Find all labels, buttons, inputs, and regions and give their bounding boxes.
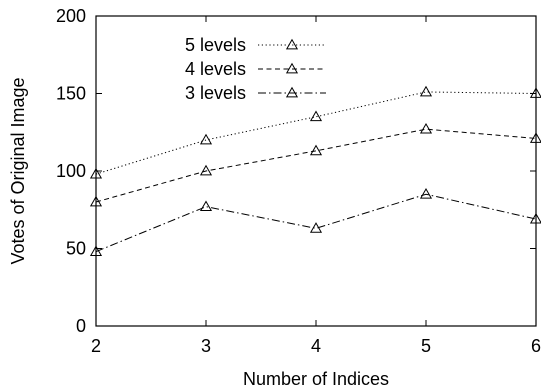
legend: 5 levels 4 levels 3 levels <box>185 35 326 103</box>
legend-marker-4-levels <box>285 62 299 74</box>
data-point-5-levels <box>419 85 433 97</box>
series-3-levels <box>89 188 541 256</box>
data-point-5-levels <box>199 133 213 145</box>
data-point-4-levels <box>199 164 213 176</box>
ticks-layer: 2 3 4 5 6 0 50 100 150 200 <box>56 6 541 356</box>
data-point-4-levels <box>309 144 323 156</box>
x-tick-label: 2 <box>91 336 101 356</box>
plot-frame <box>95 15 537 327</box>
y-tick-label: 100 <box>56 161 86 181</box>
x-tick-label: 5 <box>421 336 431 356</box>
x-tick-label: 6 <box>531 336 541 356</box>
legend-label-3-levels: 3 levels <box>185 83 246 103</box>
y-axis-title: Votes of Original Image <box>8 77 28 264</box>
y-tick-label: 50 <box>66 239 86 259</box>
series-4-levels <box>89 122 541 207</box>
series-line-5-levels <box>95 91 537 175</box>
data-point-3-levels <box>199 200 213 212</box>
legend-marker-5-levels <box>285 38 299 50</box>
legend-label-4-levels: 4 levels <box>185 59 246 79</box>
legend-label-5-levels: 5 levels <box>185 35 246 55</box>
series-layer <box>89 85 541 256</box>
series-line-3-levels <box>95 193 537 253</box>
y-tick-label: 0 <box>76 316 86 336</box>
data-point-4-levels <box>419 122 433 134</box>
series-line-4-levels <box>95 128 537 203</box>
x-tick-label: 3 <box>201 336 211 356</box>
data-point-3-levels <box>419 188 433 199</box>
series-5-levels <box>89 85 541 179</box>
y-tick-label: 150 <box>56 84 86 104</box>
x-tick-label: 4 <box>311 336 321 356</box>
legend-marker-3-levels <box>285 86 299 98</box>
x-axis-title: Number of Indices <box>243 369 389 389</box>
data-point-3-levels <box>309 222 323 233</box>
data-point-5-levels <box>309 110 323 122</box>
y-tick-label: 200 <box>56 6 86 26</box>
